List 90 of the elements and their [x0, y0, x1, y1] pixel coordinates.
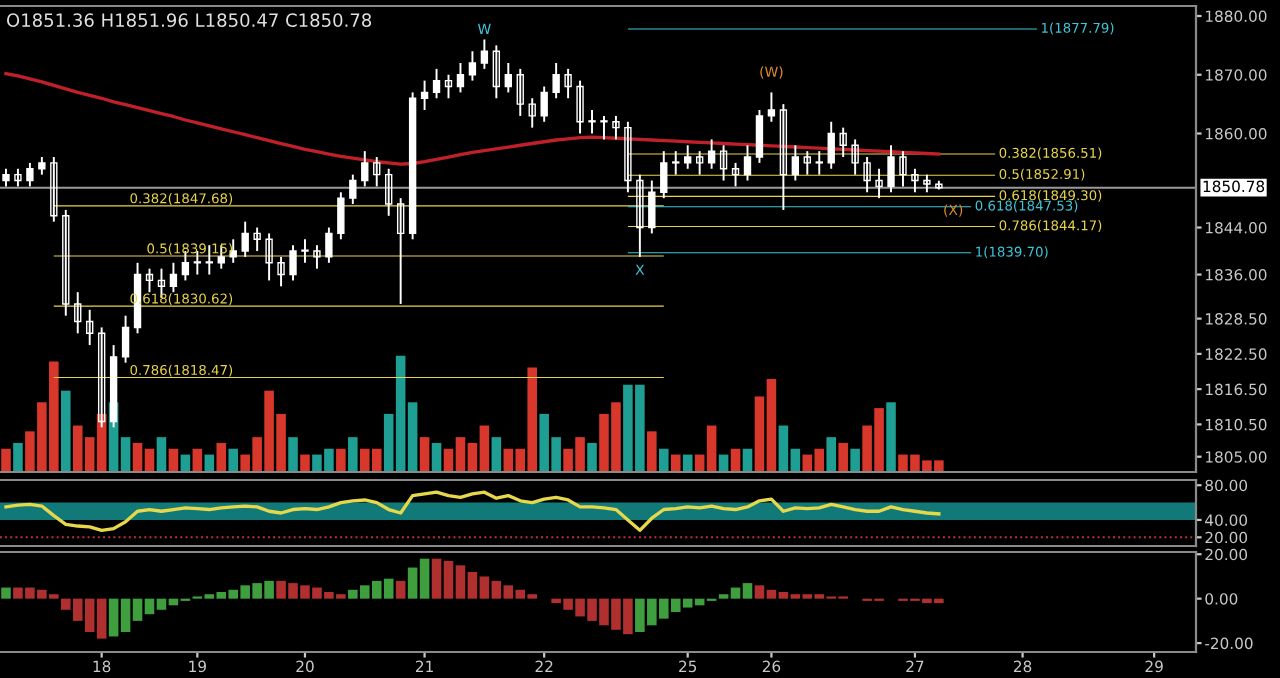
- candlestick: [767, 91, 776, 123]
- candlestick: [229, 238, 237, 264]
- candlestick: [660, 150, 668, 200]
- candlestick: [396, 197, 405, 305]
- candlestick: [624, 120, 632, 194]
- candlestick: [612, 114, 620, 141]
- candlestick: [253, 226, 261, 253]
- bar: [395, 580, 406, 599]
- candlestick: [169, 261, 178, 294]
- candlestick: [791, 144, 800, 182]
- candlestick: [145, 267, 154, 294]
- bar: [228, 448, 238, 472]
- candlestick: [743, 144, 752, 182]
- bar: [431, 442, 442, 472]
- candlestick: [62, 208, 70, 317]
- candlestick: [277, 255, 285, 288]
- candlestick: [887, 144, 895, 194]
- bar: [886, 402, 896, 472]
- candlestick: [875, 167, 883, 200]
- candlestick: [86, 308, 94, 347]
- candlestick: [899, 150, 907, 188]
- bar: [587, 442, 597, 472]
- bar: [850, 448, 860, 472]
- candlestick: [468, 50, 477, 82]
- candlestick: [289, 244, 297, 282]
- candlestick: [684, 144, 692, 170]
- candlestick: [827, 120, 835, 170]
- candlestick: [121, 314, 130, 364]
- chart-title: O1851.36 H1851.96 L1850.47 C1850.78: [6, 13, 372, 27]
- candlestick: [265, 232, 273, 282]
- candlestick: [432, 67, 441, 100]
- line-series: [4, 490, 941, 533]
- candlestick: [839, 126, 847, 158]
- bar: [336, 448, 346, 472]
- candlestick: [636, 173, 644, 258]
- candlestick: [540, 85, 548, 123]
- bar: [156, 437, 167, 472]
- bar: [13, 442, 23, 472]
- candlestick: [600, 114, 608, 141]
- candlestick: [241, 220, 249, 258]
- candlestick: [588, 109, 596, 135]
- candlestick: [325, 226, 333, 264]
- candlestick: [444, 73, 453, 100]
- candlestick: [815, 150, 823, 176]
- candlestick: [492, 44, 501, 100]
- bar: [670, 454, 681, 472]
- candlestick: [361, 150, 369, 188]
- candlestick: [564, 67, 572, 100]
- bar: [419, 437, 430, 472]
- candlestick: [50, 156, 58, 223]
- candlestick: [576, 79, 584, 135]
- bar: [491, 437, 502, 472]
- candlestick: [707, 138, 716, 170]
- candlestick: [719, 144, 728, 182]
- candlestick: [74, 291, 82, 335]
- bar: [826, 437, 836, 472]
- candlestick: [385, 167, 393, 217]
- bar: [300, 454, 310, 472]
- candlestick: [672, 150, 680, 176]
- bar: [1, 587, 11, 599]
- bar: [838, 442, 848, 472]
- bar: [1, 448, 11, 472]
- candlestick: [301, 238, 309, 264]
- candlestick: [373, 156, 381, 188]
- candlestick: [755, 109, 764, 164]
- candlestick: [26, 161, 34, 188]
- bar: [288, 437, 298, 472]
- candlestick: [731, 161, 740, 188]
- bar: [348, 437, 358, 472]
- candlestick: [779, 103, 788, 211]
- candlestick: [313, 244, 321, 270]
- candlestick: [420, 79, 429, 111]
- candlestick: [803, 150, 811, 176]
- candlestick: [851, 138, 859, 176]
- candlestick: [528, 97, 536, 129]
- bar: [647, 431, 657, 472]
- candlestick: [516, 67, 524, 117]
- bar: [61, 390, 71, 472]
- candlestick: [911, 167, 919, 194]
- candlestick: [552, 62, 560, 100]
- candlestick: [863, 156, 871, 194]
- candlestick: [504, 62, 512, 94]
- candlestick: [337, 191, 345, 241]
- bar: [216, 442, 227, 472]
- candlestick: [456, 62, 465, 94]
- candlestick: [480, 38, 489, 70]
- candlestick: [648, 179, 656, 235]
- candlestick: [349, 173, 357, 206]
- candlestick: [695, 150, 704, 176]
- bar: [659, 448, 669, 472]
